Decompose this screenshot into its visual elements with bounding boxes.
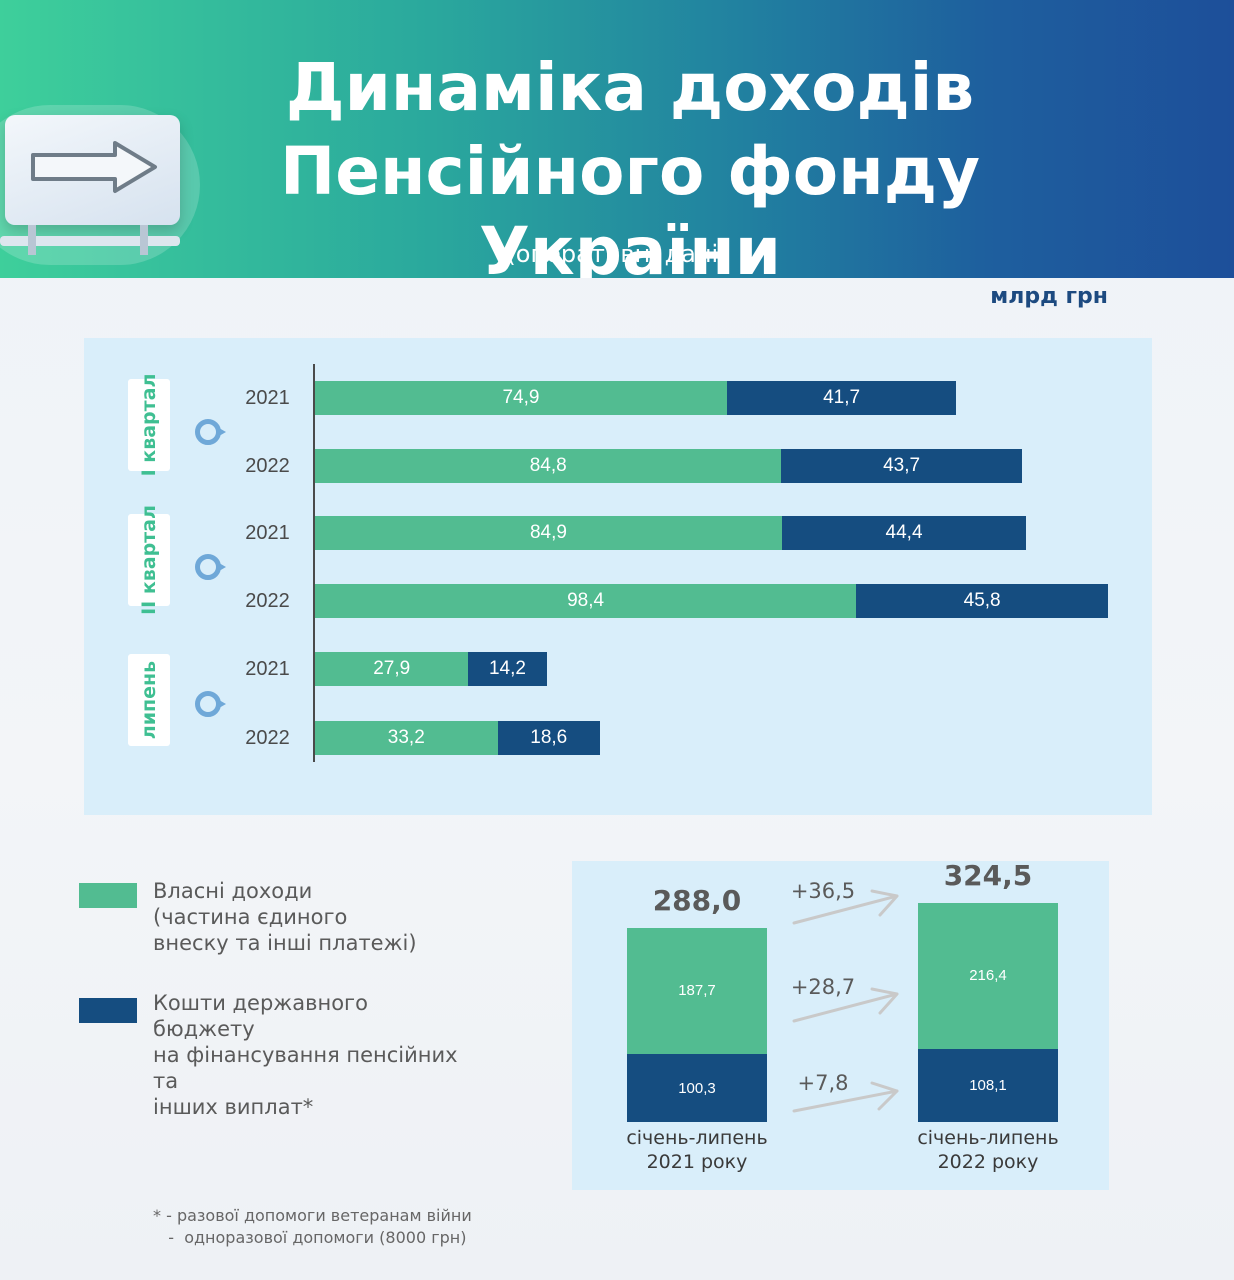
bar-state: 44,4 bbox=[781, 516, 1027, 550]
year-label: 2021 bbox=[245, 522, 290, 544]
signpost-board bbox=[5, 115, 180, 225]
legend-line: (частина єдиного bbox=[153, 905, 348, 929]
summary-bar-own: 216,4 bbox=[918, 902, 1058, 1050]
delta-arrows bbox=[792, 889, 899, 1113]
page-subtitle: (оперативні дані) bbox=[506, 240, 728, 268]
summary-total-label: 324,5 bbox=[943, 858, 1033, 892]
summary-caption-line: січень-липень bbox=[626, 1127, 768, 1149]
page-title-line2: Пенсійного фонду України bbox=[279, 133, 981, 278]
bar-value-label: 18,6 bbox=[530, 727, 568, 748]
legend-text-own: Власні доходи (частина єдиного внеску та… bbox=[153, 878, 473, 956]
delta-total: +36,5 bbox=[790, 879, 856, 903]
delta-state: +7,8 bbox=[797, 1071, 849, 1095]
bar-own: 27,9 bbox=[315, 652, 469, 686]
group-label-tag: II квартал bbox=[128, 505, 170, 615]
summary-value-label: 216,4 bbox=[969, 967, 1007, 985]
summary-value-label: 108,1 bbox=[969, 1077, 1007, 1094]
bar-value-label: 41,7 bbox=[823, 387, 861, 408]
bar-state: 45,8 bbox=[856, 584, 1109, 618]
summary-value-label: 187,7 bbox=[678, 982, 716, 1000]
bar-value-label: 33,2 bbox=[387, 727, 425, 748]
legend-text-state: Кошти державного бюджету на фінансування… bbox=[153, 990, 473, 1120]
summary-bar-state: 108,1 bbox=[918, 1049, 1058, 1122]
bar-value-label: 27,9 bbox=[373, 658, 411, 679]
summary-bar-own: 187,7 bbox=[627, 927, 767, 1055]
group-label: I квартал bbox=[138, 373, 160, 477]
bar-state: 18,6 bbox=[497, 721, 600, 755]
signpost-leg bbox=[140, 225, 148, 255]
group-label: липень bbox=[138, 660, 160, 740]
legend-line: інших виплат* bbox=[153, 1095, 314, 1119]
year-label: 2022 bbox=[245, 727, 290, 749]
footnote-line1: * - разової допомоги ветеранам війни bbox=[153, 1206, 472, 1225]
bar-own: 33,2 bbox=[315, 721, 498, 755]
chart-axis-line bbox=[313, 364, 315, 762]
year-label: 2021 bbox=[245, 387, 290, 409]
year-label: 2021 bbox=[245, 658, 290, 680]
legend-line: внеску та інші платежі) bbox=[153, 931, 417, 955]
signpost-base bbox=[0, 236, 180, 246]
summary-caption-line: січень-липень bbox=[917, 1127, 1059, 1149]
delta-own: +28,7 bbox=[790, 975, 856, 999]
header-banner: Динаміка доходів Пенсійного фонду Україн… bbox=[0, 0, 1234, 278]
group-label: II квартал bbox=[138, 505, 160, 615]
cycle-icon bbox=[195, 419, 226, 445]
footnote-line2: - одноразової допомоги (8000 грн) bbox=[153, 1228, 467, 1247]
summary-bar-state: 100,3 bbox=[627, 1054, 767, 1122]
summary-total-label: 288,0 bbox=[652, 883, 742, 917]
legend-line: Власні доходи bbox=[153, 879, 313, 903]
bar-value-label: 14,2 bbox=[488, 658, 526, 679]
signpost-leg bbox=[28, 225, 36, 255]
unit-label: млрд грн bbox=[990, 284, 1108, 309]
cycle-icon bbox=[195, 691, 226, 717]
summary-caption-line: 2022 року bbox=[937, 1151, 1039, 1173]
group-label-tag: липень bbox=[128, 654, 170, 746]
bar-state: 43,7 bbox=[781, 449, 1022, 483]
bar-own: 98,4 bbox=[315, 584, 857, 618]
page-title-line1: Динаміка доходів bbox=[285, 49, 975, 126]
legend-line: Кошти державного бюджету bbox=[153, 991, 368, 1041]
bar-own: 84,9 bbox=[315, 516, 782, 550]
bar-value-label: 84,9 bbox=[529, 522, 567, 543]
bar-own: 84,8 bbox=[315, 449, 782, 483]
summary-caption-line: 2021 року bbox=[646, 1151, 748, 1173]
arrow-right-icon bbox=[31, 141, 157, 193]
bar-value-label: 45,8 bbox=[963, 590, 1001, 611]
year-label: 2022 bbox=[245, 590, 290, 612]
bar-value-label: 43,7 bbox=[883, 455, 921, 476]
cycle-icon bbox=[195, 554, 226, 580]
summary-value-label: 100,3 bbox=[678, 1079, 716, 1097]
bar-value-label: 44,4 bbox=[885, 522, 923, 543]
quarterly-chart-panel bbox=[84, 338, 1152, 815]
year-label: 2022 bbox=[245, 455, 290, 477]
bar-own: 74,9 bbox=[315, 381, 727, 415]
bar-state: 41,7 bbox=[726, 381, 957, 415]
bar-state: 14,2 bbox=[468, 652, 547, 686]
legend-line: на фінансування пенсійних та bbox=[153, 1043, 458, 1093]
bar-value-label: 98,4 bbox=[567, 590, 605, 611]
summary-caption: січень-липень 2021 року bbox=[597, 1126, 797, 1174]
bar-value-label: 74,9 bbox=[502, 387, 540, 408]
summary-caption: січень-липень 2022 року bbox=[888, 1126, 1088, 1174]
group-label-tag: I квартал bbox=[128, 374, 170, 476]
legend-swatch-state bbox=[79, 998, 137, 1023]
bar-value-label: 84,8 bbox=[529, 455, 567, 476]
legend-swatch-own bbox=[79, 883, 137, 908]
